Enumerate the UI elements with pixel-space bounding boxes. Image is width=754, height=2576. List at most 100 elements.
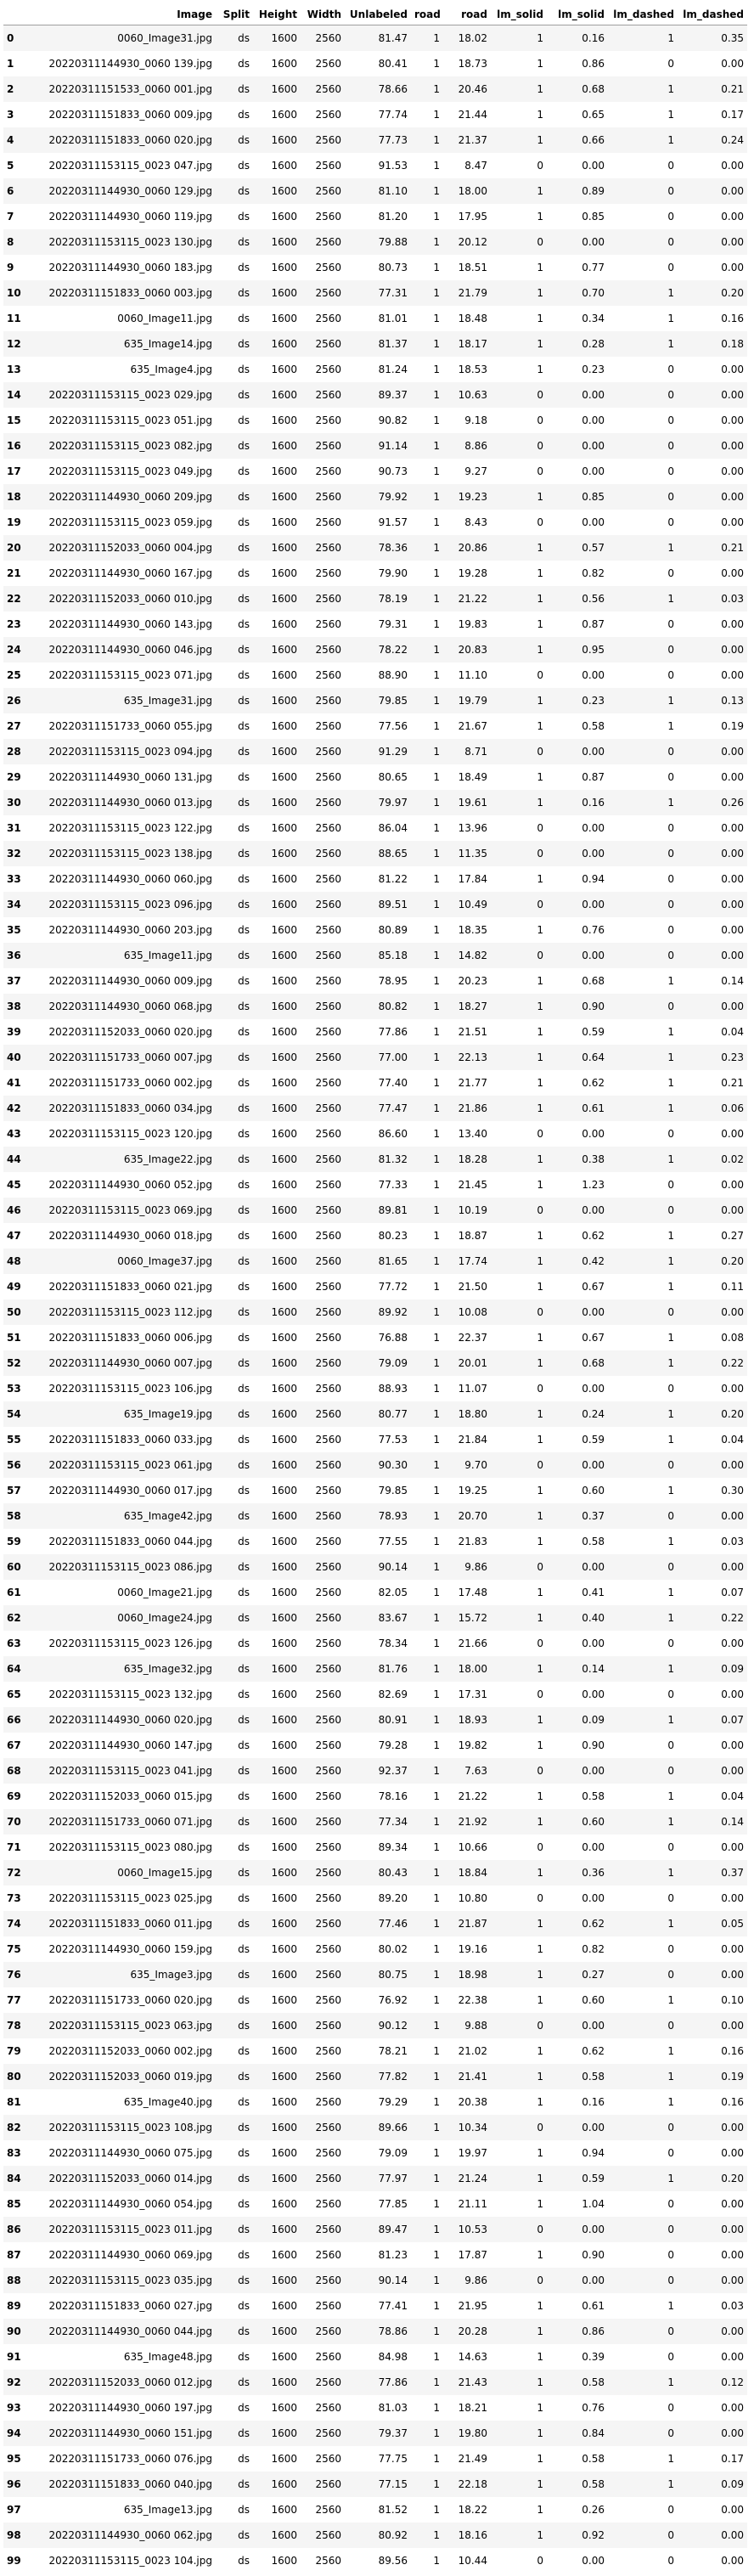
table-cell: 2560 bbox=[315, 1051, 341, 1063]
table-cell: ds bbox=[238, 1356, 250, 1369]
table-cell: 21.41 bbox=[458, 2070, 487, 2083]
table-cell: 1 bbox=[433, 1280, 440, 1293]
table-cell: 0.00 bbox=[582, 1891, 605, 1904]
table-cell: 18.73 bbox=[458, 57, 487, 70]
table-cell: 79.88 bbox=[378, 235, 408, 248]
table-cell: 2560 bbox=[315, 1764, 341, 1777]
table-cell: 1 bbox=[433, 235, 440, 248]
table-cell: 1 bbox=[667, 1917, 674, 1930]
table-cell: 2560 bbox=[315, 1840, 341, 1853]
table-cell: 635_Image11.jpg bbox=[123, 949, 212, 961]
table-cell: 1600 bbox=[271, 1535, 297, 1547]
table-cell: 20220311152033_0060 014.jpg bbox=[48, 2172, 212, 2184]
table-cell: 20220311153115_0023 025.jpg bbox=[48, 1891, 212, 1904]
table-cell: 2560 bbox=[315, 2452, 341, 2465]
table-cell: 20220311151733_0060 020.jpg bbox=[48, 1993, 212, 2006]
table-cell: 0.16 bbox=[721, 312, 744, 324]
table-cell: 1600 bbox=[271, 1000, 297, 1012]
table-cell: 0060_Image15.jpg bbox=[117, 1866, 212, 1879]
table-cell: 635_Image14.jpg bbox=[123, 337, 212, 350]
table-row: 1 20220311144930_0060 139.jpg ds 1600 2560 80… bbox=[3, 51, 747, 76]
table-cell: 0.90 bbox=[582, 1000, 605, 1012]
table-cell: ds bbox=[238, 770, 250, 783]
table-row: 59 20220311151833_0060 044.jpg ds 1600 2560 7… bbox=[3, 1529, 747, 1554]
table-cell: ds bbox=[238, 1433, 250, 1446]
table-cell: 20220311144930_0060 167.jpg bbox=[48, 566, 212, 579]
table-cell: 1 bbox=[667, 2044, 674, 2057]
table-cell: 18.87 bbox=[458, 1229, 487, 1242]
table-cell: 1600 bbox=[271, 1203, 297, 1216]
table-row: 27 20220311151733_0060 055.jpg ds 1600 2560 7… bbox=[3, 713, 747, 739]
table-cell: 0 bbox=[667, 566, 674, 579]
table-cell: 635_Image31.jpg bbox=[123, 694, 212, 707]
row-index: 36 bbox=[7, 949, 21, 961]
table-cell: 1.04 bbox=[582, 2197, 605, 2210]
table-cell: 1600 bbox=[271, 439, 297, 452]
row-index: 69 bbox=[7, 1790, 21, 1802]
table-row: 44 635_Image22.jpg ds 1600 2560 81.32 1 18.28 1 0… bbox=[3, 1146, 747, 1172]
table-cell: 1 bbox=[667, 1254, 674, 1267]
table-cell: 0 bbox=[667, 617, 674, 630]
table-cell: 0 bbox=[667, 57, 674, 70]
table-cell: 1 bbox=[537, 286, 543, 299]
table-cell: 0.00 bbox=[721, 872, 744, 885]
row-index: 0 bbox=[7, 31, 14, 44]
table-cell: 1 bbox=[433, 2274, 440, 2286]
table-cell: 1600 bbox=[271, 2452, 297, 2465]
table-cell: 81.76 bbox=[378, 1662, 408, 1675]
row-index: 20 bbox=[7, 541, 21, 554]
table-cell: 20.28 bbox=[458, 2325, 487, 2337]
table-row: 2 20220311151533_0060 001.jpg ds 1600 2560 78… bbox=[3, 76, 747, 102]
table-cell: 0.16 bbox=[721, 2095, 744, 2108]
table-cell: 77.56 bbox=[378, 719, 408, 732]
table-cell: 0.00 bbox=[721, 210, 744, 223]
table-cell: 81.24 bbox=[378, 363, 408, 375]
table-cell: 0.00 bbox=[721, 668, 744, 681]
table-cell: 1 bbox=[433, 1560, 440, 1573]
table-cell: ds bbox=[238, 2019, 250, 2032]
table-cell: ds bbox=[238, 2248, 250, 2261]
table-cell: 0.23 bbox=[582, 694, 605, 707]
table-cell: 1600 bbox=[271, 235, 297, 248]
table-cell: 21.84 bbox=[458, 1433, 487, 1446]
table-cell: 1600 bbox=[271, 974, 297, 987]
table-cell: 20220311144930_0060 143.jpg bbox=[48, 617, 212, 630]
table-cell: 77.00 bbox=[378, 1051, 408, 1063]
table-cell: 0 bbox=[667, 1178, 674, 1191]
row-index: 37 bbox=[7, 974, 21, 987]
table-cell: 1600 bbox=[271, 1968, 297, 1981]
table-cell: 0.85 bbox=[582, 490, 605, 503]
table-cell: 2560 bbox=[315, 2121, 341, 2134]
row-index: 63 bbox=[7, 1637, 21, 1649]
table-cell: 0.09 bbox=[721, 1662, 744, 1675]
table-cell: 89.47 bbox=[378, 2223, 408, 2235]
table-cell: 0 bbox=[667, 1203, 674, 1216]
table-cell: 1600 bbox=[271, 821, 297, 834]
table-cell: 11.07 bbox=[458, 1382, 487, 1395]
table-cell: 77.86 bbox=[378, 1025, 408, 1038]
table-row: 6 20220311144930_0060 129.jpg ds 1600 2560 81… bbox=[3, 178, 747, 204]
table-cell: 0 bbox=[537, 465, 543, 477]
table-cell: 1600 bbox=[271, 1713, 297, 1726]
table-row: 96 20220311151833_0060 040.jpg ds 1600 2560 7… bbox=[3, 2471, 747, 2497]
table-cell: 0.62 bbox=[582, 1229, 605, 1242]
table-cell: 1 bbox=[433, 2172, 440, 2184]
table-cell: 10.19 bbox=[458, 1203, 487, 1216]
table-cell: 1 bbox=[537, 872, 543, 885]
table-cell: 2560 bbox=[315, 1254, 341, 1267]
table-cell: 1 bbox=[433, 1942, 440, 1955]
table-cell: 1 bbox=[433, 1968, 440, 1981]
table-cell: 0 bbox=[667, 949, 674, 961]
table-cell: 0.03 bbox=[721, 2299, 744, 2312]
table-cell: 1 bbox=[433, 949, 440, 961]
table-cell: 20220311144930_0060 151.jpg bbox=[48, 2427, 212, 2439]
table-cell: 0 bbox=[537, 2274, 543, 2286]
table-cell: 79.85 bbox=[378, 1484, 408, 1497]
table-cell: 82.69 bbox=[378, 1688, 408, 1700]
column-header: Width bbox=[301, 3, 345, 25]
table-cell: 2560 bbox=[315, 2274, 341, 2286]
table-cell: 1 bbox=[537, 1739, 543, 1751]
table-cell: 0.00 bbox=[721, 745, 744, 758]
table-cell: 19.97 bbox=[458, 2146, 487, 2159]
table-cell: 20220311151833_0060 020.jpg bbox=[48, 133, 212, 146]
